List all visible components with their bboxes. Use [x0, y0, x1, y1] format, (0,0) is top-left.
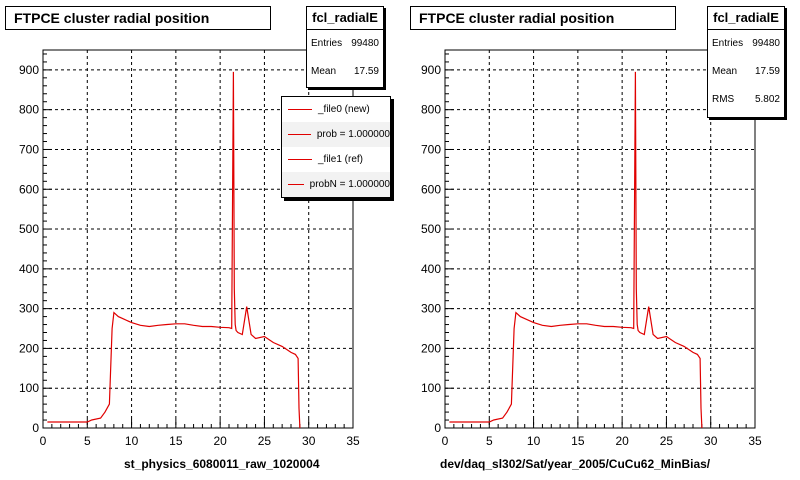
right-stats-mean-row: Mean 17.59	[708, 58, 784, 86]
legend-label: _file0 (new)	[318, 104, 370, 115]
left-stats-box: fcl_radialE Entries 99480 Mean 17.59	[306, 6, 384, 88]
right-stats-entries-row: Entries 99480	[708, 30, 784, 58]
right-stats-box: fcl_radialE Entries 99480 Mean 17.59 RMS…	[707, 6, 785, 118]
legend-swatch	[288, 184, 304, 185]
legend-entry-probn: probN = 1.000000	[282, 172, 390, 197]
right-stats-rms-value: 5.802	[754, 94, 780, 105]
left-legend: _file0 (new) prob = 1.000000 _file1 (ref…	[281, 96, 391, 198]
legend-label: _file1 (ref)	[318, 154, 364, 165]
y-tick-label: 700	[421, 142, 441, 156]
legend-entry-file1: _file1 (ref)	[282, 147, 390, 172]
y-tick-label: 200	[19, 341, 39, 355]
x-tick-label: 35	[748, 434, 762, 448]
x-tick-label: 35	[346, 434, 360, 448]
histogram-series-line	[47, 71, 301, 429]
right-stats-rms-row: RMS 5.802	[708, 86, 784, 114]
right-stats-name: fcl_radialE	[708, 7, 784, 30]
y-tick-label: 600	[421, 182, 441, 196]
y-tick-label: 400	[421, 262, 441, 276]
y-tick-label: 300	[19, 302, 39, 316]
y-tick-label: 500	[19, 222, 39, 236]
x-tick-label: 0	[442, 434, 449, 448]
y-tick-label: 600	[19, 182, 39, 196]
y-tick-label: 800	[19, 103, 39, 117]
x-tick-label: 15	[571, 434, 585, 448]
x-tick-label: 25	[258, 434, 272, 448]
y-tick-label: 0	[434, 421, 441, 435]
left-x-axis-label: st_physics_6080011_raw_1020004	[124, 457, 320, 471]
left-stats-mean-row: Mean 17.59	[307, 58, 383, 86]
left-stats-entries-row: Entries 99480	[307, 30, 383, 58]
right-stats-mean-label: Mean	[712, 66, 738, 77]
x-tick-label: 10	[527, 434, 541, 448]
x-tick-label: 0	[40, 434, 47, 448]
y-tick-label: 400	[19, 262, 39, 276]
y-tick-label: 900	[421, 63, 441, 77]
legend-label: prob = 1.000000	[316, 129, 390, 140]
x-tick-label: 10	[125, 434, 139, 448]
left-stats-entries-label: Entries	[311, 38, 343, 49]
x-tick-label: 5	[486, 434, 493, 448]
y-tick-label: 100	[19, 381, 39, 395]
y-tick-label: 300	[421, 302, 441, 316]
right-stats-entries-value: 99480	[752, 38, 780, 49]
right-x-axis-label: dev/daq_sl302/Sat/year_2005/CuCu62_MinBi…	[440, 457, 711, 471]
right-histogram: 0 5 10 15 20 25 30 35 0 100 200 300 400 500 600 700 800 9…	[421, 49, 762, 448]
plot-frame	[444, 49, 756, 429]
left-histogram: 0 5 10 15 20 25 30 35 0 100 200 300 400 500 600 700 800 9…	[19, 49, 360, 448]
y-tick-label: 200	[421, 341, 441, 355]
legend-entry-prob: prob = 1.000000	[282, 122, 390, 147]
x-tick-label: 20	[615, 434, 629, 448]
histogram-series-line	[449, 71, 703, 429]
right-stats-rms-label: RMS	[712, 94, 735, 105]
y-tick-label: 0	[32, 421, 39, 435]
x-tick-label: 25	[660, 434, 674, 448]
y-tick-label: 700	[19, 142, 39, 156]
y-tick-label: 100	[421, 381, 441, 395]
legend-swatch	[288, 159, 312, 160]
x-tick-label: 5	[84, 434, 91, 448]
legend-label: probN = 1.000000	[309, 179, 390, 190]
y-tick-label: 900	[19, 63, 39, 77]
left-stats-mean-label: Mean	[311, 66, 337, 77]
right-chart-title: FTPCE cluster radial position	[410, 6, 676, 30]
x-tick-label: 30	[302, 434, 316, 448]
right-stats-mean-value: 17.59	[754, 66, 780, 77]
left-stats-mean-value: 17.59	[353, 66, 379, 77]
x-tick-label: 20	[213, 434, 227, 448]
x-tick-label: 15	[169, 434, 183, 448]
right-stats-entries-label: Entries	[712, 38, 744, 49]
legend-swatch	[288, 134, 311, 135]
legend-swatch	[288, 109, 312, 110]
legend-entry-file0: _file0 (new)	[282, 97, 390, 122]
left-stats-name: fcl_radialE	[307, 7, 383, 30]
y-tick-label: 800	[421, 103, 441, 117]
x-tick-label: 30	[704, 434, 718, 448]
left-stats-entries-value: 99480	[351, 38, 379, 49]
y-tick-label: 500	[421, 222, 441, 236]
left-chart-title: FTPCE cluster radial position	[5, 6, 271, 30]
